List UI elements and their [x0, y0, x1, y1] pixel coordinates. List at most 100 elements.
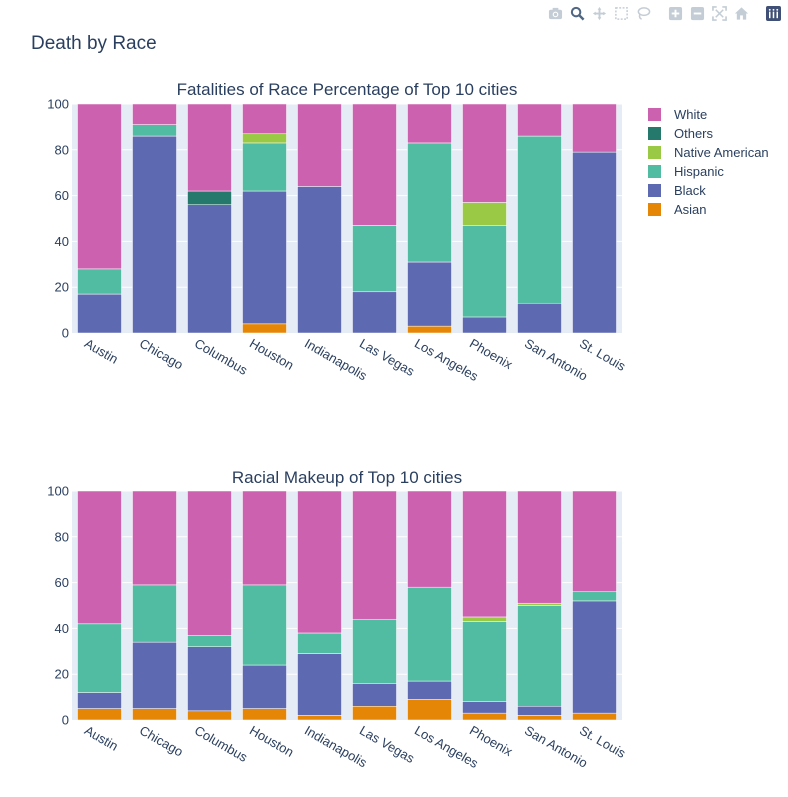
bar-asian	[187, 710, 232, 721]
bar-white	[407, 490, 452, 588]
legend-label: Native American	[674, 145, 769, 160]
bar-white	[132, 490, 177, 586]
legend-swatch	[648, 203, 661, 216]
box-select-icon[interactable]	[610, 4, 632, 22]
bar-black	[517, 706, 562, 716]
bar-native-american	[462, 616, 507, 622]
bar-white	[132, 103, 177, 125]
bar-hispanic	[572, 591, 617, 602]
y-tick-label: 0	[62, 326, 69, 341]
y-tick-label: 60	[55, 188, 69, 203]
bar-white	[297, 490, 342, 634]
reset-axes-icon[interactable]	[730, 4, 752, 22]
bar-black	[242, 664, 287, 709]
legend-label: Hispanic	[674, 164, 724, 179]
bar-white	[572, 103, 617, 153]
legend-item[interactable]: Native American	[648, 143, 769, 162]
bar-white	[407, 103, 452, 144]
bar-white	[297, 103, 342, 187]
x-tick-label: Austin	[82, 723, 121, 754]
legend-label: Asian	[674, 202, 707, 217]
legend-swatch	[648, 146, 661, 159]
autoscale-icon[interactable]	[708, 4, 730, 22]
bar-black	[132, 135, 177, 334]
bar-asian	[352, 706, 397, 721]
bar-black	[407, 680, 452, 700]
zoom-icon[interactable]	[566, 4, 588, 22]
bar-hispanic	[462, 225, 507, 318]
bar-white	[352, 490, 397, 620]
bar-hispanic	[517, 135, 562, 304]
legend-item[interactable]: Hispanic	[648, 162, 769, 181]
bar-asian	[462, 712, 507, 721]
bar-white	[77, 490, 122, 625]
bar-hispanic	[132, 124, 177, 137]
bar-white	[572, 490, 617, 593]
zoom-out-icon[interactable]	[686, 4, 708, 22]
bar-hispanic	[297, 632, 342, 654]
bar-black	[462, 316, 507, 334]
bar-others	[187, 190, 232, 206]
bar-hispanic	[352, 618, 397, 684]
bar-black	[407, 261, 452, 327]
bar-black	[187, 646, 232, 712]
bar-black	[242, 190, 287, 325]
bar-white	[517, 490, 562, 604]
bar-hispanic	[242, 142, 287, 192]
bar-hispanic	[132, 584, 177, 643]
x-tick-label: Houston	[247, 723, 296, 760]
bar-white	[187, 103, 232, 192]
y-tick-label: 40	[55, 234, 69, 249]
bar-black	[297, 653, 342, 716]
bar-white	[517, 103, 562, 137]
bar-native-american	[462, 202, 507, 226]
x-tick-label: Columbus	[192, 723, 251, 766]
bar-black	[352, 291, 397, 334]
x-tick-label: Chicago	[137, 723, 186, 760]
bar-hispanic	[517, 605, 562, 707]
bar-hispanic	[407, 142, 452, 263]
bar-hispanic	[187, 635, 232, 647]
bar-white	[462, 103, 507, 203]
bar-black	[517, 302, 562, 334]
bar-white	[242, 103, 287, 135]
bar-asian	[77, 708, 122, 721]
lasso-icon[interactable]	[632, 4, 654, 22]
y-tick-label: 100	[47, 484, 69, 499]
y-tick-label: 80	[55, 142, 69, 157]
legend-item[interactable]: Asian	[648, 200, 769, 219]
x-tick-label: Austin	[82, 336, 121, 367]
y-tick-label: 100	[47, 97, 69, 112]
chart-title: Racial Makeup of Top 10 cities	[232, 468, 462, 487]
pan-icon[interactable]	[588, 4, 610, 22]
bar-black	[77, 692, 122, 709]
y-tick-label: 60	[55, 575, 69, 590]
x-tick-label: Chicago	[137, 336, 186, 373]
legend-item[interactable]: Others	[648, 124, 769, 143]
bar-black	[572, 151, 617, 334]
legend-item[interactable]: White	[648, 105, 769, 124]
camera-icon[interactable]	[544, 4, 566, 22]
legend-label: White	[674, 107, 708, 122]
bar-black	[132, 641, 177, 709]
zoom-in-icon[interactable]	[664, 4, 686, 22]
bar-hispanic	[407, 586, 452, 682]
legend-swatch	[648, 127, 661, 140]
legend-item[interactable]: Black	[648, 181, 769, 200]
bar-asian	[407, 325, 452, 334]
modebar	[544, 4, 784, 22]
bar-black	[77, 293, 122, 334]
legend-swatch	[648, 184, 661, 197]
legend-label: Black	[674, 183, 706, 198]
bar-black	[462, 701, 507, 714]
bar-black	[187, 204, 232, 334]
legend-label: Others	[674, 126, 714, 141]
bar-hispanic	[77, 268, 122, 295]
bar-asian	[132, 708, 177, 721]
bar-asian	[517, 715, 562, 721]
y-tick-label: 20	[55, 280, 69, 295]
chart-title: Fatalities of Race Percentage of Top 10 …	[177, 80, 518, 99]
bar-asian	[297, 715, 342, 721]
y-tick-label: 80	[55, 529, 69, 544]
